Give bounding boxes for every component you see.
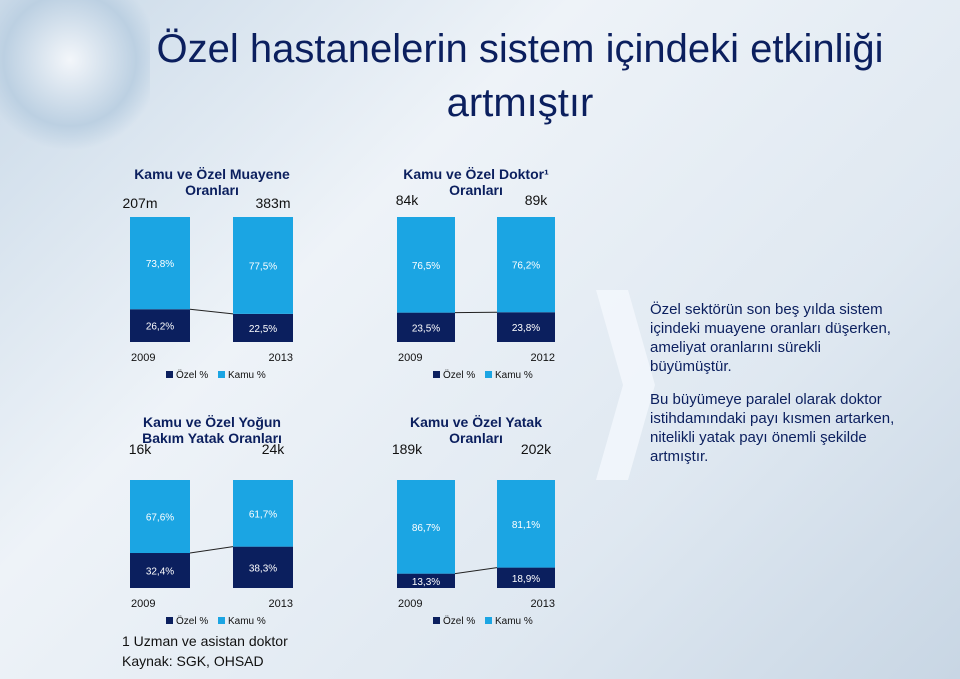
bar-segment (233, 480, 293, 547)
chart-title: Kamu ve Özel Yoğun Bakım Yatak Oranları (142, 414, 282, 446)
legend-swatch (166, 371, 173, 378)
legend-swatch (485, 617, 492, 624)
chart-title: Kamu ve Özel Yatak Oranları (409, 414, 543, 446)
value-label: 23,5% (412, 323, 440, 334)
footnotes: 1 Uzman ve asistan doktor Kaynak: SGK, O… (122, 631, 288, 671)
value-label: 77,5% (249, 261, 277, 272)
legend-swatch (218, 371, 225, 378)
arrow (596, 290, 655, 480)
bar-segment (397, 480, 455, 574)
total-label: 89k (525, 192, 549, 208)
legend-label: Özel % (443, 369, 475, 381)
legend-label: Özel % (176, 369, 208, 381)
value-label: 38,3% (249, 563, 277, 574)
connector (189, 546, 234, 554)
bar-segment (130, 480, 190, 554)
total-label: 202k (521, 441, 552, 457)
connector (454, 567, 498, 575)
slide-title: Özel hastanelerin sistem içindeki etkinl… (156, 27, 884, 125)
legend-swatch (218, 617, 225, 624)
value-label: 23,8% (512, 323, 540, 334)
legend-swatch (485, 371, 492, 378)
category-label: 2009 (398, 598, 422, 610)
bar-segment (497, 217, 555, 313)
value-label: 86,7% (412, 523, 440, 534)
total-label: 189k (392, 441, 423, 457)
legend-label: Kamu % (228, 616, 266, 627)
value-label: 18,9% (512, 574, 540, 585)
bar-segment (497, 567, 555, 588)
value-label: 76,2% (512, 261, 540, 272)
total-label: 16k (129, 441, 153, 457)
legend-swatch (166, 617, 173, 624)
category-label: 2009 (398, 352, 422, 364)
total-label: 84k (396, 192, 420, 208)
paragraph: Bu büyümeye paralel olarak doktor istihd… (650, 391, 895, 465)
total-label: 24k (262, 441, 286, 457)
legend-label: Kamu % (228, 370, 266, 381)
legend-label: Kamu % (495, 370, 533, 381)
total-label: 207m (122, 195, 157, 211)
bar-segment (130, 217, 190, 310)
legend-label: Özel % (176, 615, 208, 627)
connector (189, 308, 234, 315)
footnote: 1 Uzman ve asistan doktor (122, 633, 288, 649)
photo (0, 0, 150, 150)
value-label: 32,4% (146, 567, 174, 578)
chart-title: Kamu ve Özel Muayene Oranları (134, 166, 290, 198)
bar-segment (397, 312, 455, 342)
bar-segment (497, 480, 555, 568)
value-label: 61,7% (249, 509, 277, 520)
value-label: 26,2% (146, 322, 174, 333)
category-label: 2013 (531, 598, 555, 610)
paragraph: Özel sektörün son beş yılda sistem içind… (650, 301, 891, 375)
bar-segment (233, 313, 293, 342)
footnote: Kaynak: SGK, OHSAD (122, 653, 264, 669)
category-label: 2013 (269, 352, 293, 364)
legend-label: Kamu % (495, 616, 533, 627)
category-label: 2009 (131, 598, 155, 610)
value-label: 13,3% (412, 577, 440, 588)
legend-swatch (433, 617, 440, 624)
value-label: 73,8% (146, 259, 174, 270)
legend-label: Özel % (443, 615, 475, 627)
body-text: Özel sektörün son beş yılda sistem içind… (650, 300, 900, 480)
bar-segment (130, 553, 190, 588)
bar-segment (397, 573, 455, 588)
bar-segment (233, 546, 293, 588)
category-label: 2009 (131, 352, 155, 364)
value-label: 76,5% (412, 261, 440, 272)
legend-swatch (433, 371, 440, 378)
value-label: 67,6% (146, 513, 174, 524)
bar-segment (233, 217, 293, 314)
bar-segment (397, 217, 455, 313)
total-label: 383m (255, 195, 290, 211)
bar-segment (497, 312, 555, 342)
category-label: 2013 (269, 598, 293, 610)
chart-title: Kamu ve Özel Doktor¹ Oranları (403, 166, 549, 198)
bar-segment (130, 309, 190, 342)
value-label: 22,5% (249, 324, 277, 335)
category-label: 2012 (531, 352, 555, 364)
value-label: 81,1% (512, 520, 540, 531)
